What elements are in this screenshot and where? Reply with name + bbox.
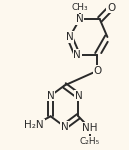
Text: N: N [75,91,82,101]
Text: N: N [61,122,68,132]
Text: NH: NH [82,123,98,133]
Text: O: O [93,66,101,76]
Text: N: N [47,91,54,101]
Text: CH₃: CH₃ [71,3,88,12]
Text: H₂N: H₂N [24,120,44,130]
Text: N: N [73,50,81,60]
Text: N: N [76,14,83,24]
Text: O: O [107,3,115,13]
Text: C₂H₅: C₂H₅ [80,137,100,146]
Text: N: N [66,32,73,42]
